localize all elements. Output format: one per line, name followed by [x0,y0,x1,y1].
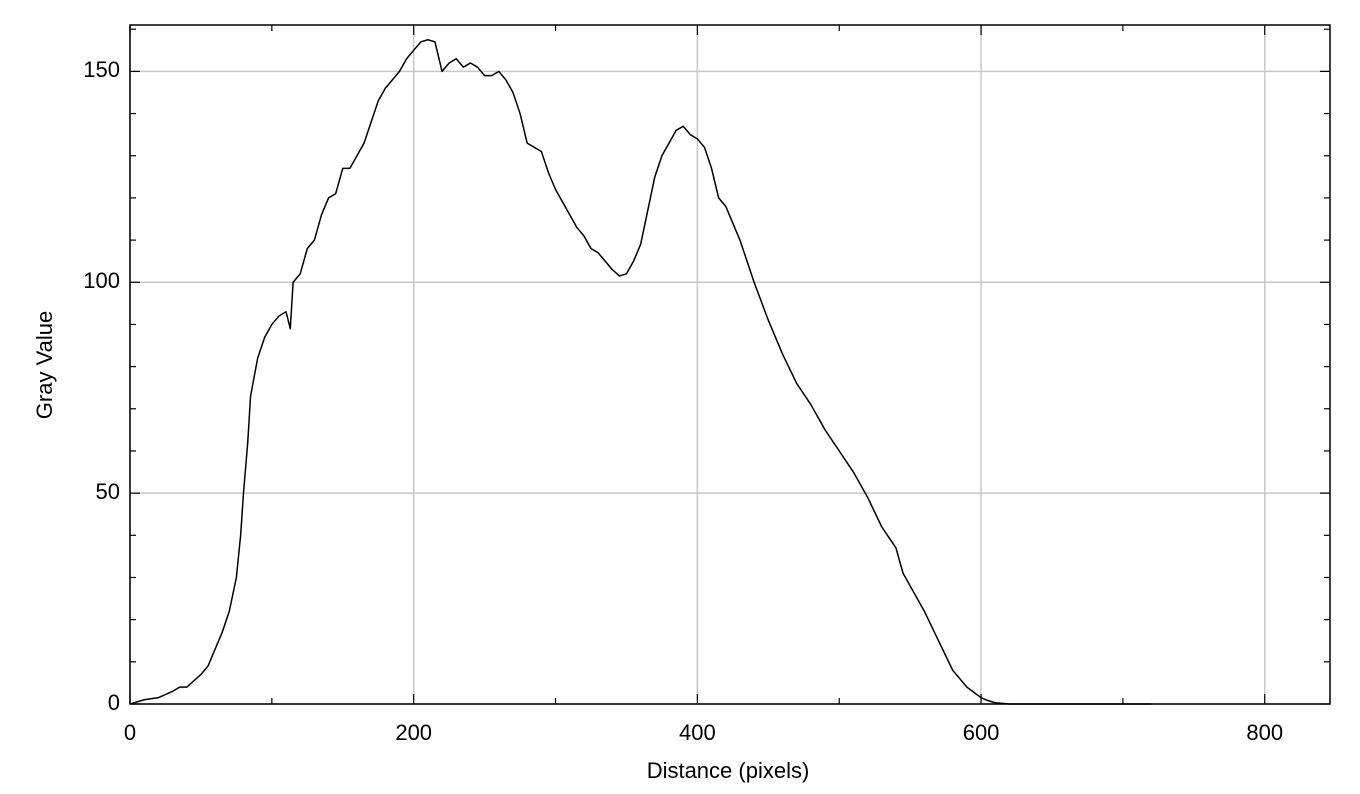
x-tick-label: 800 [1246,720,1283,745]
y-tick-label: 0 [108,690,120,715]
profile-line [129,39,1152,705]
y-tick-label: 50 [96,479,120,504]
y-tick-label: 100 [83,268,120,293]
y-tick-label: 150 [83,57,120,82]
x-tick-label: 600 [963,720,1000,745]
x-tick-label: 200 [395,720,432,745]
x-tick-label: 400 [679,720,716,745]
x-tick-label: 0 [124,720,136,745]
y-axis-label: Gray Value [32,311,57,419]
x-axis-label: Distance (pixels) [647,758,810,783]
plot-frame [129,24,1331,705]
